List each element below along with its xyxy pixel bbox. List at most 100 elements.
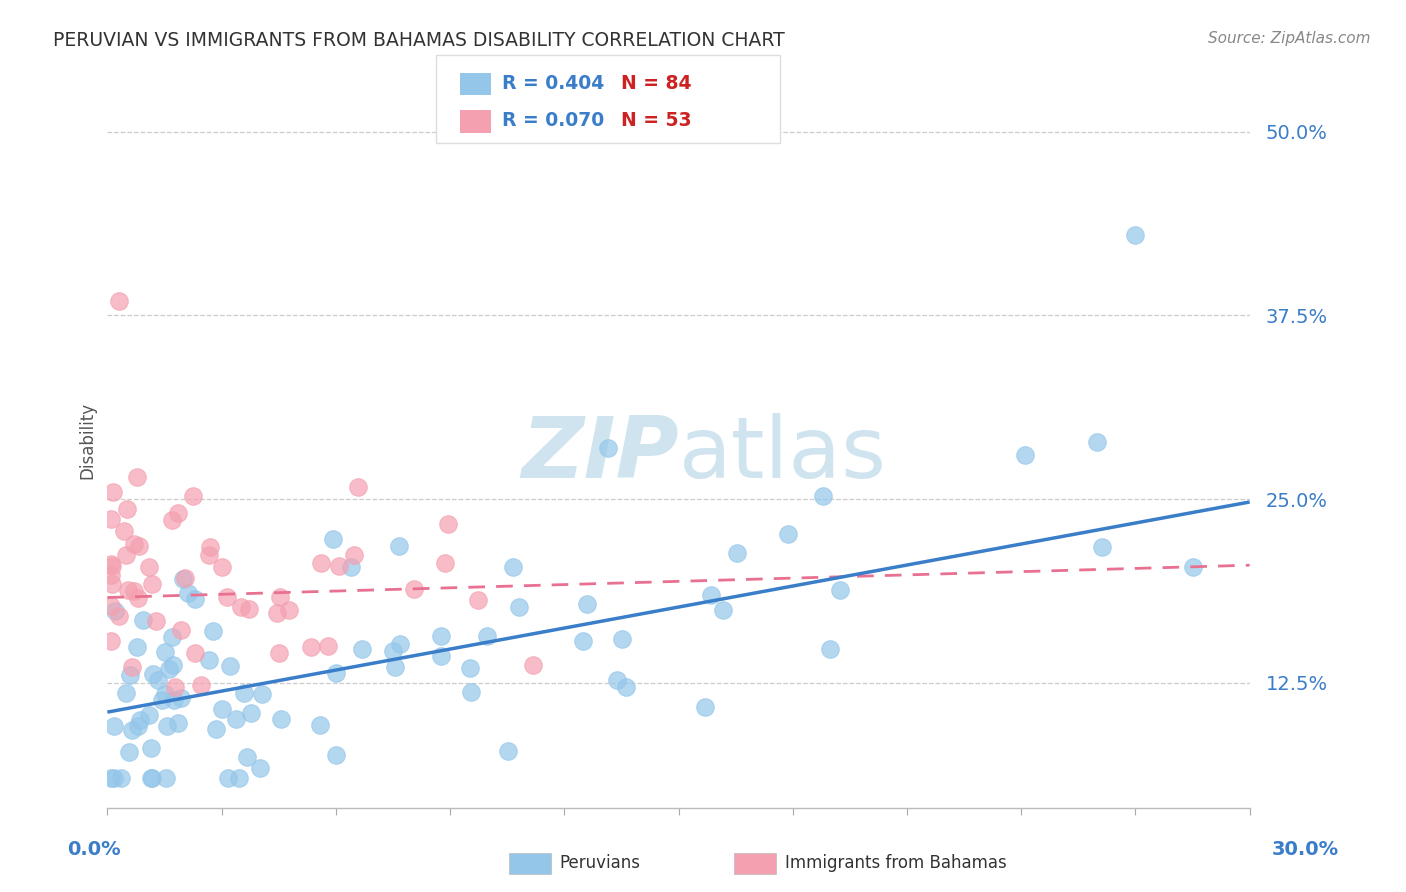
Peruvians xyxy=(818,641,841,656)
Immigrants from Bahamas xyxy=(267,646,290,660)
Peruvians xyxy=(340,560,363,574)
Peruvians xyxy=(352,642,374,657)
Immigrants from Bahamas xyxy=(115,548,138,562)
Immigrants from Bahamas xyxy=(115,502,138,516)
Immigrants from Bahamas xyxy=(128,539,150,553)
Peruvians xyxy=(252,687,274,701)
Peruvians xyxy=(572,634,595,648)
Text: R = 0.070: R = 0.070 xyxy=(502,112,605,130)
Peruvians xyxy=(201,624,224,638)
Peruvians xyxy=(477,629,499,643)
Immigrants from Bahamas xyxy=(112,524,135,538)
Immigrants from Bahamas xyxy=(145,615,167,629)
Peruvians xyxy=(121,723,143,738)
Peruvians xyxy=(146,673,169,688)
Immigrants from Bahamas xyxy=(402,582,425,596)
Immigrants from Bahamas xyxy=(101,484,124,499)
Text: 30.0%: 30.0% xyxy=(1271,839,1339,859)
Immigrants from Bahamas xyxy=(169,623,191,637)
Peruvians xyxy=(381,643,404,657)
Immigrants from Bahamas xyxy=(229,600,252,615)
Peruvians xyxy=(153,645,176,659)
Peruvians xyxy=(103,719,125,733)
Immigrants from Bahamas xyxy=(467,593,489,607)
Immigrants from Bahamas xyxy=(190,678,212,692)
Peruvians xyxy=(141,741,163,756)
Peruvians xyxy=(160,630,183,644)
Peruvians xyxy=(429,629,451,643)
Peruvians xyxy=(576,598,599,612)
Immigrants from Bahamas xyxy=(198,548,221,562)
Peruvians xyxy=(508,599,530,614)
Peruvians xyxy=(232,686,254,700)
Peruvians xyxy=(778,527,800,541)
Immigrants from Bahamas xyxy=(309,556,332,570)
Peruvians xyxy=(1181,559,1204,574)
Immigrants from Bahamas xyxy=(174,571,197,585)
Text: N = 53: N = 53 xyxy=(621,112,692,130)
Peruvians xyxy=(309,718,332,732)
Peruvians xyxy=(695,699,717,714)
Y-axis label: Disability: Disability xyxy=(79,401,96,479)
Peruvians xyxy=(157,662,180,676)
Peruvians xyxy=(228,771,250,785)
Peruvians xyxy=(725,546,748,560)
Peruvians xyxy=(128,714,150,728)
Immigrants from Bahamas xyxy=(107,608,129,623)
Immigrants from Bahamas xyxy=(100,557,122,571)
Peruvians xyxy=(700,588,723,602)
Peruvians xyxy=(120,668,142,682)
Peruvians xyxy=(384,660,406,674)
Peruvians xyxy=(1085,435,1108,450)
Immigrants from Bahamas xyxy=(347,480,370,494)
Peruvians xyxy=(606,673,628,687)
Peruvians xyxy=(325,665,347,680)
Peruvians xyxy=(127,719,149,733)
Peruvians xyxy=(115,686,138,700)
Peruvians xyxy=(249,761,271,775)
Peruvians xyxy=(103,771,125,785)
Immigrants from Bahamas xyxy=(215,590,238,604)
Immigrants from Bahamas xyxy=(117,582,139,597)
Peruvians xyxy=(156,718,179,732)
Peruvians xyxy=(170,691,193,706)
Peruvians xyxy=(218,658,240,673)
Peruvians xyxy=(240,706,263,720)
Immigrants from Bahamas xyxy=(437,517,460,532)
Peruvians xyxy=(430,649,453,664)
Peruvians xyxy=(596,441,619,455)
Peruvians xyxy=(211,702,233,716)
Peruvians xyxy=(104,604,127,618)
Immigrants from Bahamas xyxy=(316,639,339,653)
Peruvians xyxy=(118,745,141,759)
Peruvians xyxy=(162,657,184,672)
Peruvians xyxy=(150,693,173,707)
Text: 0.0%: 0.0% xyxy=(67,839,121,859)
Text: PERUVIAN VS IMMIGRANTS FROM BAHAMAS DISABILITY CORRELATION CHART: PERUVIAN VS IMMIGRANTS FROM BAHAMAS DISA… xyxy=(53,31,785,50)
Peruvians xyxy=(389,637,412,651)
Peruvians xyxy=(198,653,221,667)
Immigrants from Bahamas xyxy=(433,556,456,570)
Peruvians xyxy=(1091,540,1114,554)
Immigrants from Bahamas xyxy=(165,680,187,694)
Peruvians xyxy=(204,722,226,736)
Text: Immigrants from Bahamas: Immigrants from Bahamas xyxy=(785,855,1007,872)
Peruvians xyxy=(138,708,160,723)
Peruvians xyxy=(1125,227,1147,242)
Immigrants from Bahamas xyxy=(100,558,122,573)
Peruvians xyxy=(322,532,344,546)
Peruvians xyxy=(458,661,481,675)
Peruvians xyxy=(387,539,409,553)
Immigrants from Bahamas xyxy=(125,469,148,483)
Immigrants from Bahamas xyxy=(100,512,122,526)
Peruvians xyxy=(270,712,292,726)
Immigrants from Bahamas xyxy=(211,559,233,574)
Immigrants from Bahamas xyxy=(198,540,221,554)
Immigrants from Bahamas xyxy=(184,647,207,661)
Peruvians xyxy=(460,684,482,698)
Immigrants from Bahamas xyxy=(266,607,288,621)
Peruvians xyxy=(184,592,207,607)
Peruvians xyxy=(502,560,524,574)
Peruvians xyxy=(172,572,194,586)
Immigrants from Bahamas xyxy=(124,584,146,599)
